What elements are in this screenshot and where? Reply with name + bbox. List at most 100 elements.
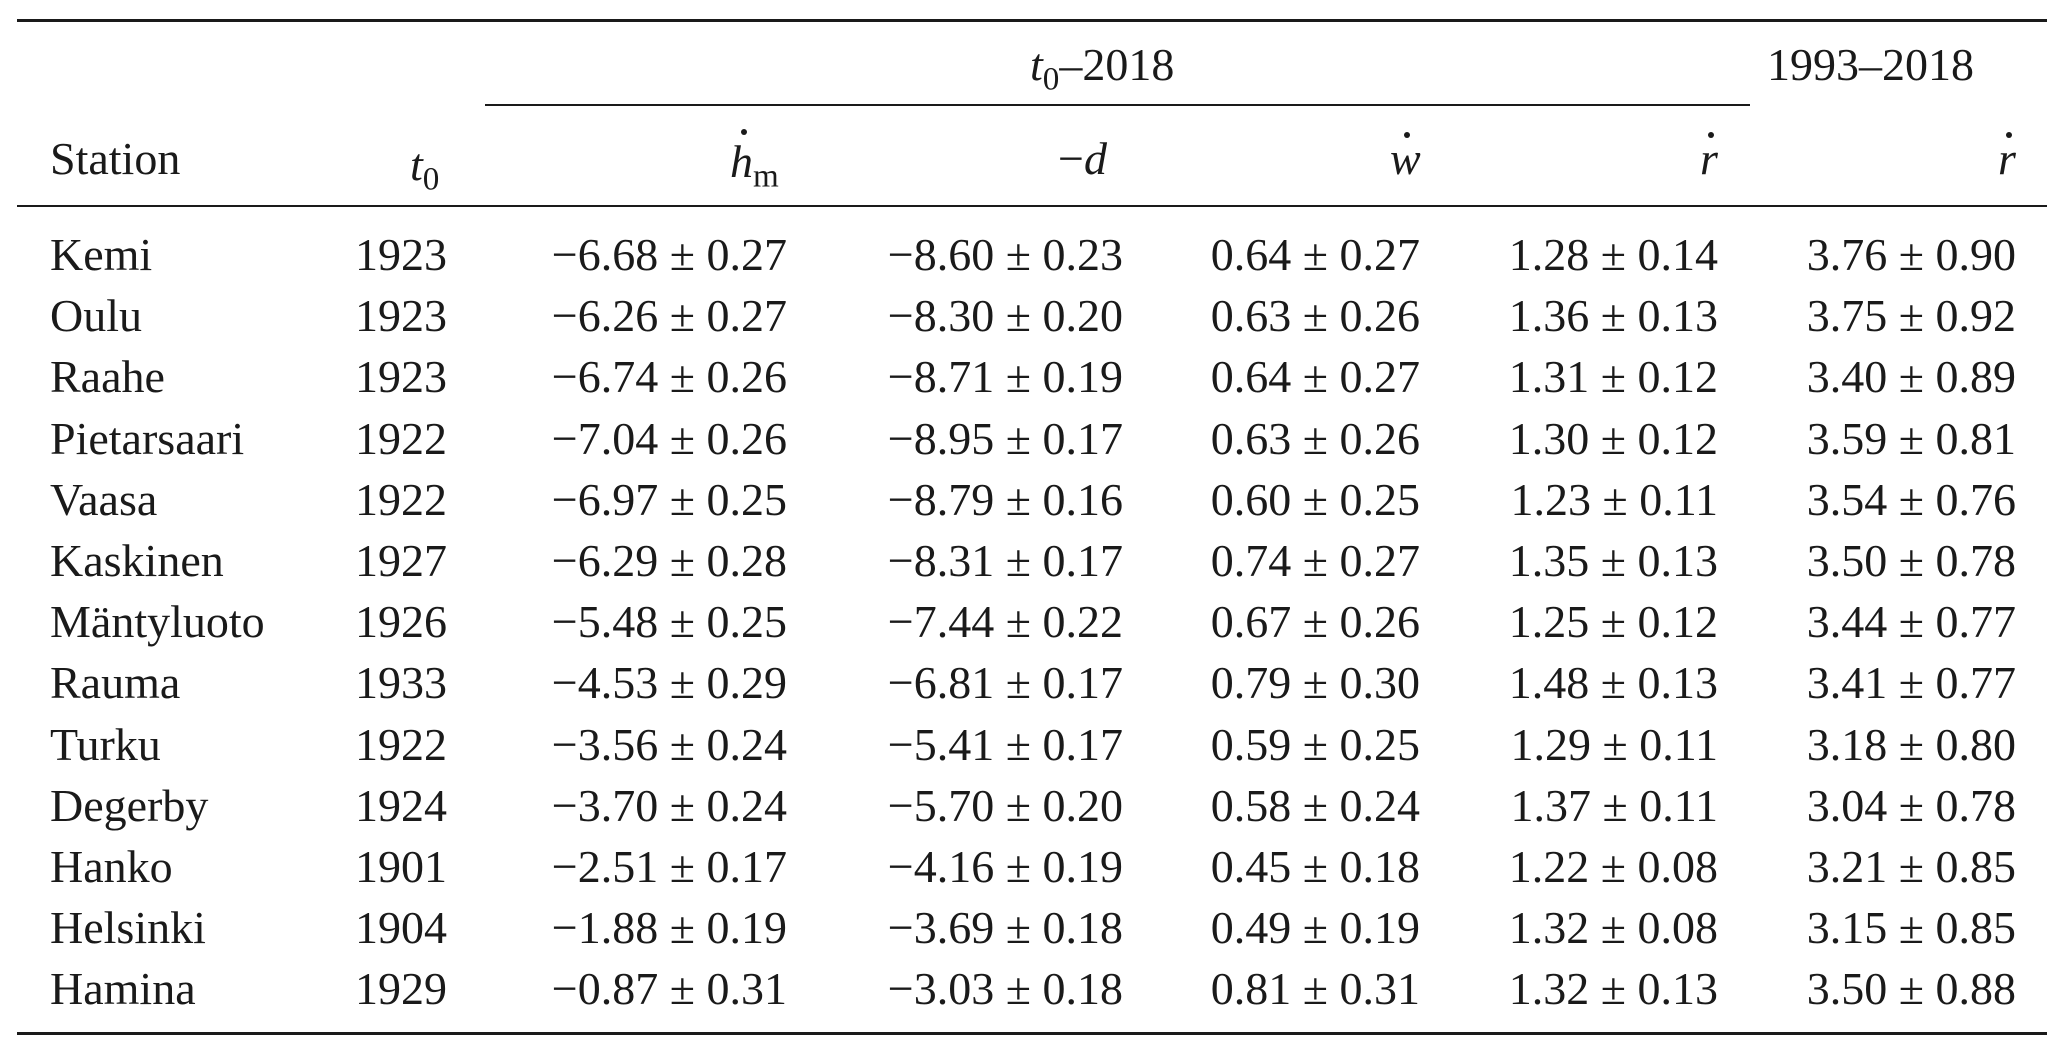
- cell-w: 0.58 ± 0.24: [1210, 779, 1420, 831]
- cell-w: 0.81 ± 0.31: [1210, 963, 1420, 1015]
- group-header-underline: [485, 104, 1750, 106]
- header-rule: [17, 205, 2047, 207]
- cell-r-recent: 3.15 ± 0.85: [1806, 902, 2016, 954]
- cell-hm: −6.74 ± 0.26: [551, 351, 787, 403]
- col-header-d: −d: [1058, 136, 1107, 182]
- cell-r: 1.35 ± 0.13: [1508, 535, 1718, 586]
- cell-r-recent: 3.04 ± 0.78: [1806, 779, 2016, 831]
- cell-r: 1.29 ± 0.11: [1510, 718, 1718, 770]
- cell-station: Rauma: [50, 657, 181, 709]
- col-header-hm-sub: m: [753, 157, 779, 195]
- cell-t0: 1933: [355, 657, 447, 709]
- cell-t0: 1901: [355, 841, 447, 892]
- cell-station: Degerby: [50, 779, 209, 831]
- top-rule: [17, 19, 2047, 22]
- cell-t0: 1922: [355, 412, 447, 464]
- cell-hm: −5.48 ± 0.25: [551, 596, 787, 648]
- cell-r: 1.25 ± 0.12: [1508, 596, 1718, 648]
- cell-r: 1.32 ± 0.08: [1508, 902, 1718, 954]
- cell-hm: −6.97 ± 0.25: [551, 473, 787, 525]
- cell-w: 0.64 ± 0.27: [1210, 229, 1420, 280]
- col-header-t0-sub: 0: [422, 160, 440, 198]
- col-header-r: r: [1700, 132, 1718, 184]
- cell-w: 0.49 ± 0.19: [1210, 902, 1420, 954]
- cell-d: −4.16 ± 0.19: [887, 841, 1123, 892]
- cell-r: 1.23 ± 0.11: [1510, 473, 1718, 525]
- cell-t0: 1923: [355, 290, 447, 342]
- cell-r: 1.22 ± 0.08: [1508, 841, 1718, 892]
- cell-hm: −4.53 ± 0.29: [551, 657, 787, 709]
- cell-d: −8.95 ± 0.17: [887, 412, 1123, 464]
- cell-w: 0.67 ± 0.26: [1210, 596, 1420, 648]
- cell-t0: 1922: [355, 718, 447, 770]
- cell-hm: −6.29 ± 0.28: [551, 535, 787, 586]
- group-header-t-sub: 0: [1042, 60, 1060, 98]
- cell-r: 1.30 ± 0.12: [1508, 412, 1718, 464]
- cell-r: 1.31 ± 0.12: [1508, 351, 1718, 403]
- cell-hm: −3.70 ± 0.24: [551, 779, 787, 831]
- col-header-d-sign: −: [1058, 133, 1084, 184]
- cell-station: Oulu: [50, 290, 142, 342]
- cell-hm: −7.04 ± 0.26: [551, 412, 787, 464]
- cell-r: 1.36 ± 0.13: [1508, 290, 1718, 342]
- cell-station: Raahe: [50, 351, 165, 403]
- cell-w: 0.59 ± 0.25: [1210, 718, 1420, 770]
- cell-d: −8.30 ± 0.20: [887, 290, 1123, 342]
- group-header-1993-2018: 1993–2018: [1767, 39, 1974, 90]
- cell-r-recent: 3.54 ± 0.76: [1806, 473, 2016, 525]
- cell-station: Kaskinen: [50, 535, 224, 586]
- cell-station: Pietarsaari: [50, 412, 245, 464]
- cell-w: 0.45 ± 0.18: [1210, 841, 1420, 892]
- cell-w: 0.74 ± 0.27: [1210, 535, 1420, 586]
- cell-r: 1.48 ± 0.13: [1508, 657, 1718, 709]
- cell-d: −8.79 ± 0.16: [887, 473, 1123, 525]
- cell-r-recent: 3.44 ± 0.77: [1806, 596, 2016, 648]
- cell-t0: 1922: [355, 473, 447, 525]
- cell-hm: −3.56 ± 0.24: [551, 718, 787, 770]
- col-header-r-recent-var: r: [1998, 132, 2016, 184]
- cell-t0: 1926: [355, 596, 447, 648]
- col-header-r-recent: r: [1998, 132, 2016, 184]
- col-header-r-var: r: [1700, 132, 1718, 184]
- cell-t0: 1923: [355, 351, 447, 403]
- cell-r-recent: 3.59 ± 0.81: [1806, 412, 2016, 464]
- cell-w: 0.63 ± 0.26: [1210, 412, 1420, 464]
- cell-w: 0.63 ± 0.26: [1210, 290, 1420, 342]
- col-header-station: Station: [50, 133, 181, 184]
- cell-station: Hanko: [50, 841, 173, 892]
- cell-station: Kemi: [50, 229, 153, 280]
- cell-d: −8.31 ± 0.17: [887, 535, 1123, 586]
- cell-d: −7.44 ± 0.22: [887, 596, 1123, 648]
- cell-r-recent: 3.40 ± 0.89: [1806, 351, 2016, 403]
- cell-station: Vaasa: [50, 473, 158, 525]
- cell-station: Mäntyluoto: [50, 596, 265, 648]
- cell-w: 0.79 ± 0.30: [1210, 657, 1420, 709]
- cell-d: −8.71 ± 0.19: [887, 351, 1123, 403]
- cell-hm: −0.87 ± 0.31: [551, 963, 787, 1015]
- cell-d: −5.41 ± 0.17: [887, 718, 1123, 770]
- cell-t0: 1924: [355, 779, 447, 831]
- cell-station: Hamina: [50, 963, 196, 1015]
- cell-r-recent: 3.21 ± 0.85: [1806, 841, 2016, 892]
- cell-r: 1.32 ± 0.13: [1508, 963, 1718, 1015]
- cell-d: −3.69 ± 0.18: [887, 902, 1123, 954]
- col-header-hm: hm: [730, 129, 779, 192]
- cell-d: −3.03 ± 0.18: [887, 963, 1123, 1015]
- cell-station: Helsinki: [50, 902, 206, 954]
- cell-t0: 1923: [355, 229, 447, 280]
- col-header-w: w: [1390, 132, 1421, 182]
- col-header-hm-var: h: [730, 129, 753, 187]
- cell-d: −8.60 ± 0.23: [887, 229, 1123, 280]
- cell-t0: 1904: [355, 902, 447, 954]
- cell-station: Turku: [50, 718, 161, 770]
- cell-r-recent: 3.76 ± 0.90: [1806, 229, 2016, 280]
- col-header-t0: t0: [410, 142, 439, 196]
- cell-r-recent: 3.75 ± 0.92: [1806, 290, 2016, 342]
- cell-hm: −2.51 ± 0.17: [551, 841, 787, 892]
- cell-hm: −1.88 ± 0.19: [551, 902, 787, 954]
- cell-t0: 1927: [355, 535, 447, 586]
- cell-d: −5.70 ± 0.20: [887, 779, 1123, 831]
- cell-r-recent: 3.50 ± 0.78: [1806, 535, 2016, 586]
- cell-t0: 1929: [355, 963, 447, 1015]
- cell-w: 0.64 ± 0.27: [1210, 351, 1420, 403]
